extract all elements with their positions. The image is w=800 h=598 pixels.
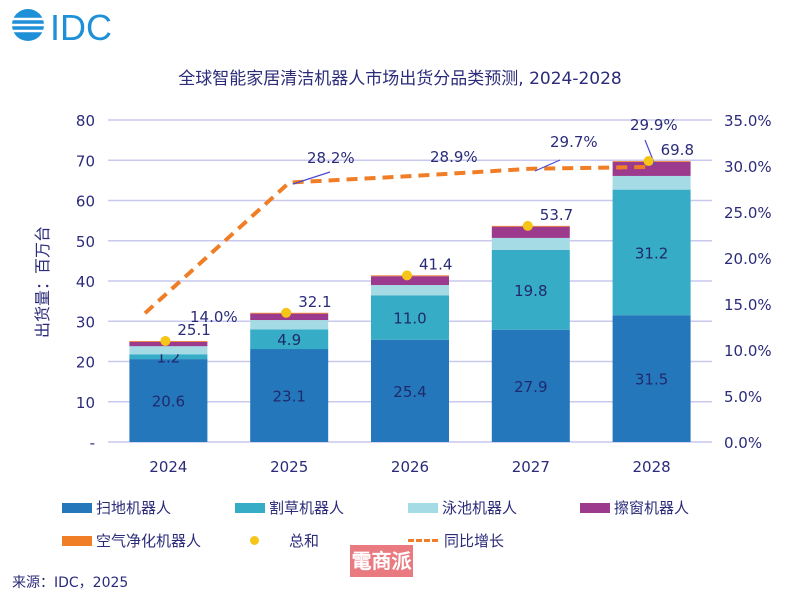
legend-swatch: [580, 502, 610, 513]
yoy-data-label: 29.9%: [630, 116, 678, 134]
total-data-label: 69.8: [661, 141, 694, 159]
bar-data-label: 27.9: [514, 378, 547, 396]
legend-swatch: [235, 502, 265, 513]
y-tick-label: 10: [76, 394, 95, 412]
legend-item-air: 空气净化机器人: [62, 530, 201, 551]
bar-segment: [612, 175, 691, 190]
total-dot: [522, 220, 533, 231]
y2-tick-label: 30.0%: [724, 158, 772, 176]
bar-data-label: 4.9: [277, 331, 301, 349]
bar-segment: [491, 250, 570, 330]
total-dot: [160, 335, 171, 346]
bar-segment: [371, 295, 449, 340]
bar-data-label: 25.4: [393, 383, 426, 401]
bar-segment: [612, 315, 691, 442]
bar-segment: [491, 237, 570, 251]
yoy-data-label: 28.2%: [307, 149, 355, 167]
legend-label: 割草机器人: [269, 499, 345, 517]
bar-segment: [129, 359, 208, 442]
total-data-label: 25.1: [177, 321, 210, 339]
bar-segment: [612, 161, 691, 176]
bar-segment: [491, 226, 570, 238]
total-dot: [281, 307, 292, 318]
y2-tick-label: 35.0%: [724, 112, 772, 130]
bar-data-label: 31.2: [635, 244, 668, 262]
y2-tick-label: 15.0%: [724, 296, 772, 314]
legend-item-window: 擦窗机器人: [580, 497, 689, 518]
yoy-leader-line: [292, 171, 331, 185]
bar-segment: [129, 346, 208, 355]
y-tick-label: 70: [76, 152, 95, 170]
y-tick-label: 60: [76, 193, 95, 211]
legend-item-sweep: 扫地机器人: [62, 497, 171, 518]
legend-label: 空气净化机器人: [96, 532, 202, 550]
bar-data-label: 19.8: [514, 282, 547, 300]
y-tick-label: 20: [76, 354, 95, 372]
idc-logo: IDC: [10, 6, 140, 48]
yoy-data-label: 29.7%: [550, 133, 598, 151]
source-note: 来源：IDC，2025: [12, 575, 129, 591]
bar-segment: [250, 320, 329, 330]
bar-segment: [250, 329, 329, 350]
legend-dash: [408, 539, 438, 542]
legend-label: 泳池机器人: [442, 499, 518, 517]
bar-segment: [250, 313, 329, 321]
x-tick-label: 2028: [633, 458, 671, 476]
logo-text: IDC: [50, 7, 112, 44]
yoy-line: [143, 164, 653, 315]
y-tick-label: 40: [76, 273, 95, 291]
legend-swatch: [408, 502, 438, 513]
x-tick-label: 2025: [270, 458, 308, 476]
y2-tick-label: 20.0%: [724, 250, 772, 268]
y-tick-label: 30: [76, 313, 95, 331]
total-dot: [643, 156, 654, 167]
chart-title: 全球智能家居清洁机器人市场出货分品类预测, 2024-2028: [178, 69, 621, 89]
bar-segment: [371, 339, 449, 442]
total-dot: [402, 270, 412, 281]
bar-segment: [371, 276, 449, 286]
y-tick-label: 80: [76, 112, 95, 130]
bar-data-label: 23.1: [272, 388, 305, 406]
legend-label: 同比增长: [444, 532, 505, 550]
yoy-leader-line: [534, 159, 561, 172]
legend-item-yoy: 同比增长: [408, 530, 504, 551]
x-tick-label: 2027: [512, 458, 550, 476]
yoy-data-label: 28.9%: [430, 148, 478, 166]
legend-label: 总和: [289, 532, 320, 550]
legend-item-pool: 泳池机器人: [408, 497, 517, 518]
legend-swatch: [62, 502, 92, 513]
y2-tick-label: 0.0%: [724, 434, 762, 452]
y2-tick-label: 5.0%: [724, 388, 762, 406]
bar-segment: [129, 354, 208, 360]
yoy-data-label: 14.0%: [190, 308, 238, 326]
y2-tick-label: 10.0%: [724, 342, 772, 360]
y2-tick-label: 25.0%: [724, 204, 772, 222]
legend-dot: [250, 536, 259, 545]
x-tick-label: 2024: [149, 458, 187, 476]
legend-item-total: 总和: [250, 530, 319, 551]
legend-item-mower: 割草机器人: [235, 497, 344, 518]
y-axis-label: 出货量：百万台: [33, 226, 52, 338]
bar-data-label: 20.6: [152, 393, 185, 411]
bar-segment: [371, 285, 449, 296]
bar-data-label: 31.5: [635, 371, 668, 389]
bar-segment: [491, 329, 570, 442]
total-data-label: 41.4: [419, 255, 452, 273]
total-data-label: 53.7: [540, 206, 573, 224]
legend-label: 扫地机器人: [96, 499, 172, 517]
bar-data-label: 11.0: [393, 310, 426, 328]
legend-label: 擦窗机器人: [614, 499, 690, 517]
x-tick-label: 2026: [391, 458, 429, 476]
bar-segment: [250, 349, 329, 442]
y-tick-label: 50: [76, 233, 95, 251]
watermark: 電商派: [350, 545, 413, 577]
y-tick-label: -: [90, 434, 95, 452]
total-data-label: 32.1: [298, 293, 331, 311]
bar-segment: [612, 189, 691, 316]
legend-swatch: [62, 535, 92, 546]
